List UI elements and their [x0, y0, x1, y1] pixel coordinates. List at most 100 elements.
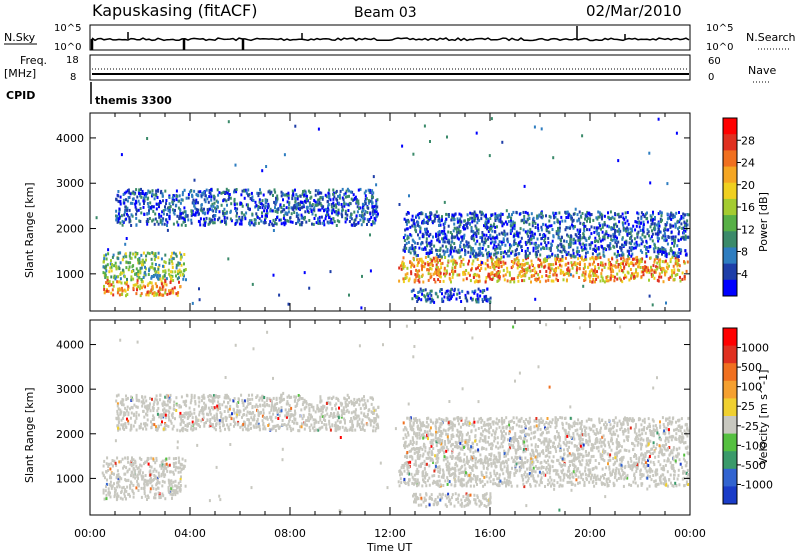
power-point	[422, 218, 425, 222]
power-point	[426, 222, 429, 225]
power-point	[673, 244, 676, 248]
velocity-point	[169, 393, 172, 397]
power-point	[125, 198, 127, 202]
power-point	[461, 248, 463, 252]
power-point	[578, 267, 581, 271]
power-point	[544, 279, 547, 283]
power-point	[175, 263, 178, 267]
power-point	[557, 279, 559, 282]
power-point	[529, 269, 532, 273]
power-point	[458, 296, 461, 299]
power-point	[528, 217, 531, 220]
power-point	[497, 271, 500, 275]
colorbar-tick-label: 12	[741, 223, 755, 236]
velocity-point	[152, 418, 155, 421]
power-point	[123, 191, 126, 195]
power-point	[422, 247, 425, 251]
power-point	[530, 262, 533, 266]
power-point	[179, 251, 181, 255]
power-point	[618, 232, 621, 236]
power-point	[658, 248, 661, 252]
power-point	[550, 243, 553, 247]
velocity-point	[159, 496, 162, 499]
power-point	[114, 277, 117, 281]
power-point	[291, 189, 294, 193]
power-point	[536, 214, 539, 218]
power-point	[594, 265, 597, 269]
velocity-point	[116, 473, 119, 477]
power-point	[402, 236, 405, 240]
velocity-point	[240, 393, 243, 397]
power-point	[529, 228, 532, 232]
velocity-point	[154, 475, 157, 479]
power-point	[596, 253, 599, 257]
power-point	[326, 200, 329, 203]
power-point	[293, 211, 296, 214]
power-point	[139, 271, 142, 275]
velocity-point	[109, 474, 112, 478]
power-point	[476, 258, 479, 261]
power-point	[157, 251, 160, 255]
power-scatter	[95, 117, 690, 310]
power-point	[625, 215, 627, 219]
power-point	[537, 249, 540, 253]
power-point	[203, 198, 206, 202]
velocity-point	[232, 417, 235, 421]
power-point	[134, 199, 137, 203]
power-point	[642, 273, 645, 277]
power-point	[154, 252, 157, 256]
power-point	[439, 289, 441, 293]
power-point	[218, 216, 221, 220]
power-point	[542, 222, 545, 226]
power-point	[532, 236, 535, 240]
velocity-point	[179, 487, 182, 491]
power-point	[413, 280, 416, 284]
velocity-point	[323, 405, 326, 409]
power-point	[211, 208, 214, 212]
power-point	[577, 230, 580, 234]
velocity-point	[125, 479, 128, 483]
power-point	[603, 254, 606, 258]
power-point	[151, 275, 154, 279]
power-point	[560, 239, 562, 243]
velocity-point	[194, 415, 197, 419]
power-point	[594, 240, 596, 243]
power-point	[427, 268, 430, 272]
velocity-point	[135, 464, 138, 468]
power-point	[154, 270, 157, 274]
power-point	[476, 239, 479, 243]
power-point	[347, 209, 350, 212]
power-point	[171, 287, 174, 291]
power-point	[206, 208, 209, 212]
power-point	[494, 212, 497, 216]
power-point	[467, 241, 470, 245]
power-point	[537, 226, 540, 230]
power-point	[434, 280, 437, 284]
power-point	[178, 276, 180, 280]
power-point	[663, 238, 666, 242]
velocity-point	[149, 473, 152, 477]
power-point	[665, 255, 668, 259]
power-point	[613, 232, 616, 236]
power-point	[170, 277, 173, 281]
power-point	[425, 299, 428, 303]
power-point	[355, 222, 358, 226]
power-point	[586, 216, 589, 220]
power-point	[120, 271, 123, 275]
power-point	[161, 192, 164, 196]
power-point	[204, 223, 206, 227]
velocity-point	[354, 428, 357, 432]
power-point	[306, 205, 309, 209]
power-point	[367, 188, 370, 192]
velocity-point	[320, 405, 323, 409]
power-point	[454, 259, 457, 263]
power-point	[120, 281, 123, 285]
power-point	[554, 270, 557, 274]
power-point	[539, 270, 542, 274]
velocity-point	[262, 408, 265, 412]
power-point	[498, 270, 501, 274]
power-point	[277, 207, 280, 211]
velocity-point	[369, 396, 372, 400]
power-point	[649, 237, 652, 241]
velocity-point	[169, 398, 172, 402]
